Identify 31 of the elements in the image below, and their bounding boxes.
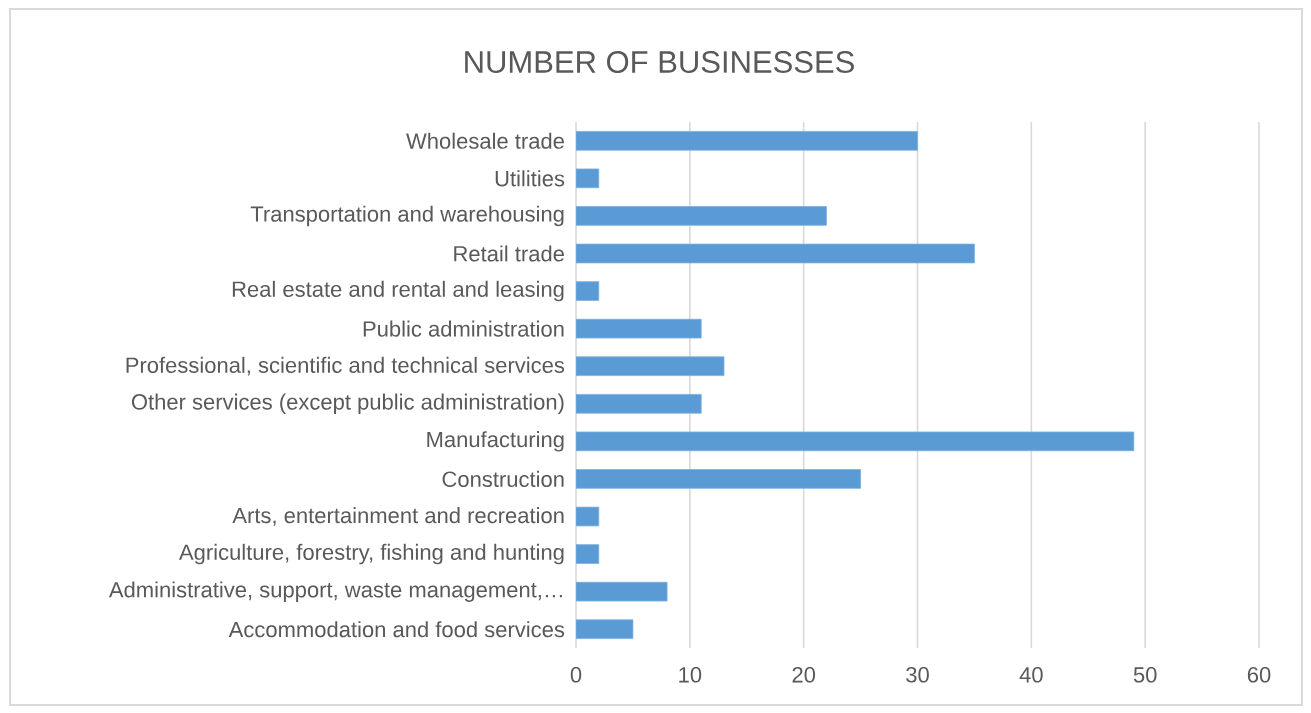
y-tick-label: Retail trade bbox=[454, 245, 564, 262]
y-tick-label: Arts, entertainment and recreation bbox=[232, 507, 564, 526]
bar bbox=[576, 243, 975, 264]
y-tick-label: Professional, scientific and technical services bbox=[126, 356, 565, 376]
x-tick-label: 30 bbox=[906, 667, 929, 683]
x-tick-label: 20 bbox=[792, 667, 816, 683]
bar bbox=[576, 469, 861, 489]
y-tick-label: Accommodation and food services bbox=[228, 621, 565, 638]
bar bbox=[576, 318, 702, 339]
bar bbox=[576, 206, 827, 226]
x-tick-label: 40 bbox=[1019, 667, 1043, 683]
bar bbox=[576, 619, 634, 640]
x-tick-label: 0 bbox=[570, 667, 582, 683]
y-tick-label: Agriculture, forestry, fishing and hunting bbox=[178, 543, 564, 565]
y-tick-label: Utilities bbox=[495, 170, 565, 187]
y-tick-label: Public administration bbox=[363, 320, 564, 337]
x-tick-label: 10 bbox=[679, 667, 702, 683]
bar bbox=[576, 130, 918, 151]
bar bbox=[576, 431, 1135, 452]
chart-title: NUMBER OF BUSINESSES bbox=[465, 51, 854, 73]
y-tick-label: Construction bbox=[442, 470, 564, 488]
y-tick-label: Real estate and rental and leasing bbox=[232, 280, 564, 302]
y-tick-label: Administrative, support, waste management,… bbox=[108, 581, 562, 602]
y-tick-label: Transportation and warehousing bbox=[250, 205, 564, 227]
bar bbox=[576, 393, 702, 414]
x-tick-label: 60 bbox=[1247, 667, 1271, 683]
bar bbox=[576, 356, 725, 376]
x-tick-label: 50 bbox=[1133, 667, 1157, 683]
y-tick-label: Other services (except public administration) bbox=[131, 393, 564, 415]
y-tick-label: Wholesale trade bbox=[406, 132, 564, 149]
y-tick-label: Manufacturing bbox=[427, 431, 564, 452]
